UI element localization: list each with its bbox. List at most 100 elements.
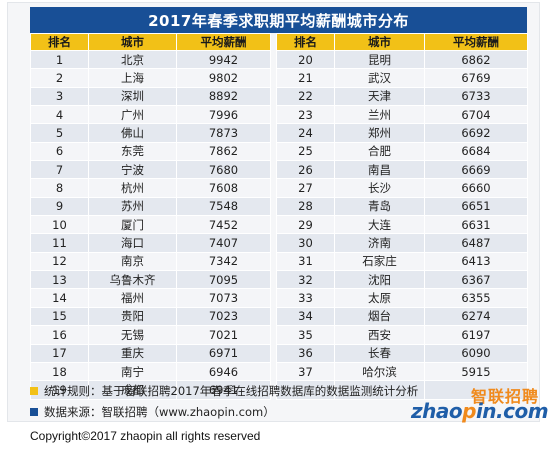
table-row: 16 无锡 7021 35 西安 6197 bbox=[30, 325, 528, 345]
left-rank-cell: 5 bbox=[30, 123, 89, 143]
left-salary-cell: 7452 bbox=[176, 215, 271, 235]
left-city-cell: 无锡 bbox=[88, 325, 177, 345]
logo-english-text: zhaopin.com bbox=[411, 399, 549, 423]
table-row: 11 海口 7407 30 济南 6487 bbox=[30, 233, 528, 253]
right-city-cell: 太原 bbox=[334, 288, 425, 308]
right-salary-cell: 6197 bbox=[424, 325, 528, 345]
column-gap bbox=[270, 252, 277, 271]
left-rank-cell: 3 bbox=[30, 86, 89, 107]
left-city-cell: 苏州 bbox=[88, 196, 177, 217]
right-city-cell: 天津 bbox=[334, 86, 425, 107]
right-city-cell: 兰州 bbox=[334, 105, 425, 125]
left-city-cell: 厦门 bbox=[88, 215, 177, 235]
right-salary-cell: 6367 bbox=[424, 270, 528, 290]
left-city-cell: 贵阳 bbox=[88, 306, 177, 327]
table-row: 15 贵阳 7023 34 烟台 6274 bbox=[30, 306, 528, 327]
left-rank-cell: 14 bbox=[30, 288, 89, 308]
logo-chinese-text: 智联招聘 bbox=[470, 387, 539, 406]
right-city-cell: 大连 bbox=[334, 215, 425, 235]
right-salary-cell: 6090 bbox=[424, 343, 528, 363]
header-avg-salary: 平均薪酬 bbox=[176, 33, 271, 51]
right-city-cell: 烟台 bbox=[334, 306, 425, 327]
right-rank-cell: 21 bbox=[276, 68, 335, 88]
column-gap bbox=[270, 307, 277, 326]
left-salary-cell: 9942 bbox=[176, 49, 271, 70]
right-rank-cell: 28 bbox=[276, 196, 335, 217]
table-row: 10 厦门 7452 29 大连 6631 bbox=[30, 215, 528, 235]
column-gap bbox=[270, 288, 277, 308]
right-rank-cell: 30 bbox=[276, 233, 335, 253]
right-salary-cell: 6669 bbox=[424, 160, 528, 180]
left-salary-cell: 7873 bbox=[176, 123, 271, 143]
legend-statistics-rule: 统计规则：基于智联招聘2017年春季在线招聘数据库的数据监测统计分析 bbox=[30, 383, 418, 399]
column-gap bbox=[270, 270, 277, 289]
left-city-cell: 重庆 bbox=[88, 343, 177, 363]
left-salary-cell: 7021 bbox=[176, 325, 271, 345]
left-city-cell: 南宁 bbox=[88, 361, 177, 382]
header-rank: 排名 bbox=[30, 33, 89, 51]
table-header-row: 排名 城市 平均薪酬 排名 城市 平均薪酬 bbox=[30, 33, 528, 51]
right-salary-cell: 6274 bbox=[424, 306, 528, 327]
table-row: 13 乌鲁木齐 7095 32 沈阳 6367 bbox=[30, 270, 528, 290]
left-rank-cell: 8 bbox=[30, 178, 89, 198]
left-salary-cell: 7862 bbox=[176, 141, 271, 162]
left-salary-cell: 7996 bbox=[176, 105, 271, 125]
left-salary-cell: 9802 bbox=[176, 68, 271, 88]
left-rank-cell: 10 bbox=[30, 215, 89, 235]
yellow-square-icon bbox=[30, 387, 38, 395]
salary-ranking-table: 排名 城市 平均薪酬 排名 城市 平均薪酬 1 北京 9942 20 昆明 6862 2 上海… bbox=[30, 33, 528, 400]
column-gap bbox=[270, 215, 277, 234]
infographic-card: 2017年春季求职期平均薪酬城市分布 排名 城市 平均薪酬 排名 城市 平均薪酬… bbox=[7, 2, 549, 423]
right-city-cell: 郑州 bbox=[334, 123, 425, 143]
table-row: 12 南京 7342 31 石家庄 6413 bbox=[30, 251, 528, 272]
right-salary-cell: 6862 bbox=[424, 49, 528, 70]
right-salary-cell: 6733 bbox=[424, 86, 528, 107]
copyright-text: Copyright©2017 zhaopin all rights reserv… bbox=[30, 429, 261, 443]
left-rank-cell: 4 bbox=[30, 105, 89, 125]
page-title: 2017年春季求职期平均薪酬城市分布 bbox=[30, 7, 527, 33]
zhaopin-logo: 智联招聘 zhaopin.com bbox=[411, 383, 549, 423]
column-gap bbox=[270, 123, 277, 143]
logo-en-o: p bbox=[462, 399, 476, 423]
left-rank-cell: 17 bbox=[30, 343, 89, 363]
left-city-cell: 杭州 bbox=[88, 178, 177, 198]
column-gap bbox=[270, 87, 277, 106]
right-salary-cell: 6769 bbox=[424, 68, 528, 88]
left-city-cell: 南京 bbox=[88, 251, 177, 272]
right-rank-cell: 31 bbox=[276, 251, 335, 272]
table-row: 18 南宁 6946 37 哈尔滨 5915 bbox=[30, 361, 528, 382]
right-salary-cell: 5915 bbox=[424, 361, 528, 382]
logo-en-suffix: in.com bbox=[475, 399, 549, 423]
column-gap bbox=[270, 160, 277, 179]
left-salary-cell: 7680 bbox=[176, 160, 271, 180]
right-rank-cell: 20 bbox=[276, 49, 335, 70]
table-row: 17 重庆 6971 36 长春 6090 bbox=[30, 343, 528, 363]
right-city-cell: 哈尔滨 bbox=[334, 361, 425, 382]
table-row: 9 苏州 7548 28 青岛 6651 bbox=[30, 196, 528, 217]
left-city-cell: 海口 bbox=[88, 233, 177, 253]
left-salary-cell: 7548 bbox=[176, 196, 271, 217]
right-salary-cell bbox=[424, 380, 528, 400]
right-city-cell: 昆明 bbox=[334, 49, 425, 70]
column-gap bbox=[270, 325, 277, 344]
blue-square-icon bbox=[30, 408, 38, 416]
header-rank: 排名 bbox=[276, 33, 335, 51]
table-row: 3 深圳 8892 22 天津 6733 bbox=[30, 86, 528, 107]
left-salary-cell: 7073 bbox=[176, 288, 271, 308]
column-gap bbox=[270, 380, 277, 400]
table-row: 8 杭州 7608 27 长沙 6660 bbox=[30, 178, 528, 198]
left-rank-cell: 19 bbox=[30, 380, 89, 400]
header-avg-salary: 平均薪酬 bbox=[424, 33, 528, 51]
left-rank-cell: 2 bbox=[30, 68, 89, 88]
column-gap bbox=[270, 233, 277, 253]
left-city-cell: 广州 bbox=[88, 105, 177, 125]
left-salary-cell: 7608 bbox=[176, 178, 271, 198]
table-row: 4 广州 7996 23 兰州 6704 bbox=[30, 105, 528, 125]
legend-source-text: 数据来源：智联招聘（www.zhaopin.com） bbox=[44, 405, 275, 419]
table-row: 6 东莞 7862 25 合肥 6684 bbox=[30, 141, 528, 162]
logo-en-prefix: zhao bbox=[411, 399, 463, 423]
left-salary-cell: 6946 bbox=[176, 361, 271, 382]
right-city-cell: 长春 bbox=[334, 343, 425, 363]
left-rank-cell: 7 bbox=[30, 160, 89, 180]
right-city-cell: 青岛 bbox=[334, 196, 425, 217]
